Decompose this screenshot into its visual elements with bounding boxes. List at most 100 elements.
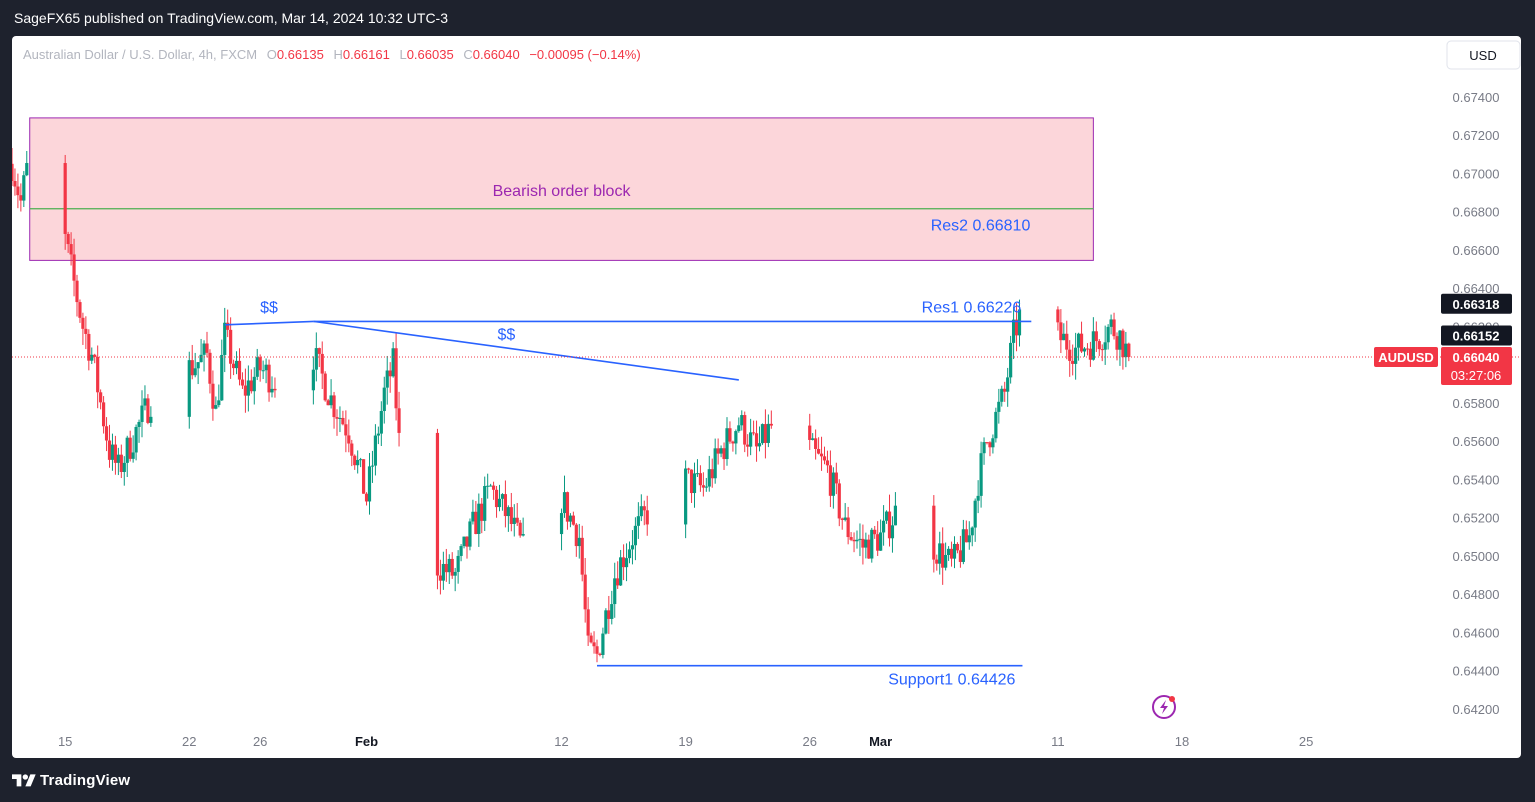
candle-body [840,518,844,520]
candle-body [876,534,880,551]
candle-body [988,442,992,448]
candle-body [604,610,608,634]
candle-body [979,453,983,496]
candle-body [1124,343,1128,358]
candle-body [252,376,256,392]
legend-symbol: Australian Dollar / U.S. Dollar, 4h, FXC… [23,47,257,62]
candle-body [858,538,862,540]
candle-body [107,440,112,460]
candle-body [955,543,960,551]
candle-body [976,495,980,501]
candle-body [497,498,502,508]
candle-body [855,539,859,542]
candle-body [361,459,366,494]
candle-body [982,442,986,454]
candle-body [370,465,375,467]
candle-body [1068,349,1072,361]
legend-open-label: O [267,47,277,62]
candle-body [710,469,714,479]
tradingview-brand[interactable]: TradingView [40,772,131,789]
chart-svg[interactable]: Bearish order block Res1 0.66226 Res2 0.66… [12,36,1521,758]
candle-body [1011,319,1016,343]
candle-body [935,559,939,564]
candle-body [474,511,478,534]
candle-body [140,405,144,422]
price-axis[interactable]: 0.67400 0.67200 0.67000 0.66800 0.66600 0.664… [1453,90,1500,717]
candle-body [503,494,508,517]
candle-body [25,163,29,176]
candle-body [1056,309,1060,323]
candle-body [122,462,126,473]
candle-body [731,441,735,444]
candle-body [707,469,711,487]
candle-body [613,578,617,605]
candle-body [828,465,833,496]
legend-open: 0.66135 [277,47,324,62]
candle-body [1076,333,1081,348]
candle-body [630,545,635,550]
candle-body [87,333,91,361]
candle-body [598,653,602,655]
candle-body [1103,342,1107,350]
candle-body [808,425,812,440]
candle-body [347,435,351,444]
candle-body [113,444,118,463]
candle-body [246,380,250,396]
tradingview-logo-icon[interactable] [12,771,36,791]
candle-body [580,537,584,575]
candle-body [344,424,348,436]
candle-body [737,425,741,432]
candle-body [509,507,513,524]
candle-body [728,428,732,442]
candle-body [453,571,457,576]
candle-body [967,535,971,543]
time-tick: 11 [1051,734,1065,749]
candle-body [1094,331,1098,342]
candle-body [96,356,100,393]
candle-body [491,485,496,490]
candle-body [763,424,768,443]
candle-body [621,557,626,568]
candle-body [217,400,221,406]
candle-body [873,529,877,535]
lightning-icon[interactable] [1152,695,1176,719]
price-tick: 0.66400 [1453,281,1500,296]
candle-body [394,348,398,409]
legend-close: 0.66040 [473,47,520,62]
candle-body [879,532,883,551]
candle-body [1112,319,1116,337]
candle-body [1109,319,1113,327]
candle-body [1085,348,1090,350]
candle-body [568,515,573,522]
candle-body [1097,341,1101,350]
candle-body [462,536,466,547]
candle-body [949,548,954,559]
candle-body [101,402,106,427]
candle-body [686,468,691,470]
candle-body [1100,349,1104,351]
candle-body [645,510,649,525]
candle-body [571,515,575,525]
candle-body [636,516,640,526]
candle-body [754,433,759,447]
price-tick: 0.66600 [1453,243,1500,258]
candle-body [619,557,623,586]
currency-button[interactable]: USD [1446,40,1521,70]
candle-body [701,485,705,488]
current-price-value: 0.66040 [1453,350,1500,365]
price-tick: 0.67400 [1453,90,1500,105]
candle-body [134,427,138,453]
liquidity-line-left [224,320,314,326]
chart-frame[interactable]: Bearish order block Res1 0.66226 Res2 0.66… [12,36,1521,758]
candle-body [725,428,729,460]
candle-body [66,233,70,245]
candle-body [506,507,510,517]
candle-body [367,466,372,502]
candle-body [12,163,14,182]
candle-body [607,610,611,619]
price-badge-bg [1441,325,1512,346]
candle-body [746,444,750,447]
order-block-label: Bearish order block [493,183,632,200]
currency-label[interactable]: USD [1469,48,1496,63]
time-axis[interactable]: 15 22 26 Feb 12 19 26 Mar 11 18 25 [58,734,1313,749]
